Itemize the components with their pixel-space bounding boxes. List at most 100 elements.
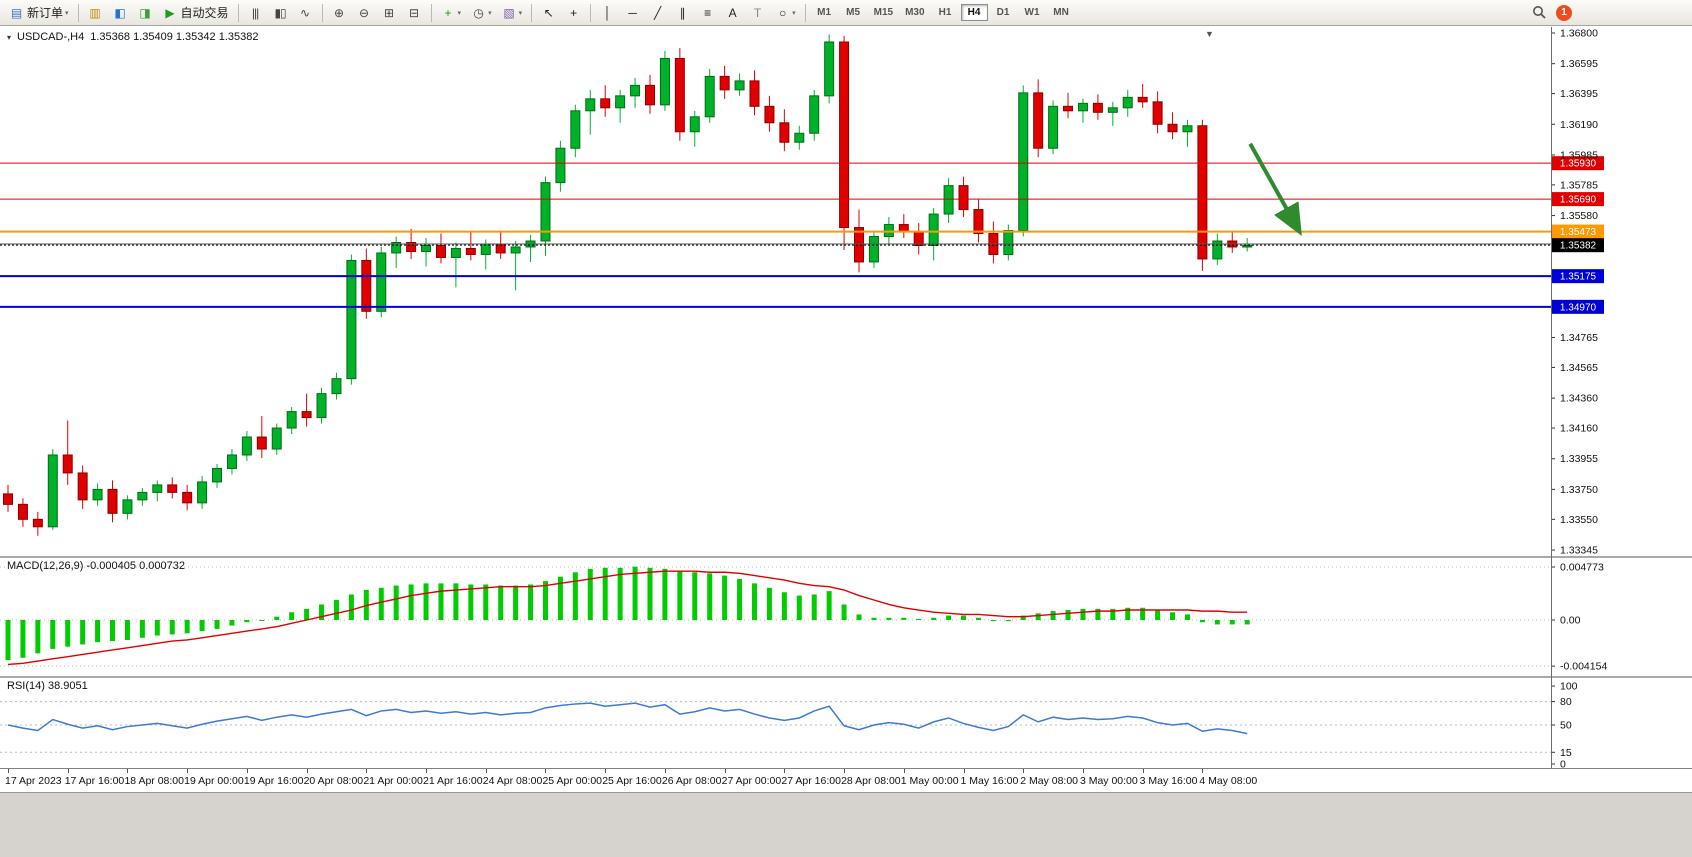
bear-candle xyxy=(32,518,43,528)
timeframe-m15-button[interactable]: M15 xyxy=(873,7,894,18)
indicators-button[interactable]: + ▾ xyxy=(437,2,466,24)
trendline-button[interactable]: ╱ xyxy=(646,2,669,24)
fibonacci-button[interactable]: ≡ xyxy=(696,2,719,24)
time-axis-tick-mark xyxy=(903,769,905,773)
macd-histogram-bar xyxy=(692,572,698,620)
macd-histogram-bar xyxy=(184,620,190,634)
price-axis-tick-label: 1.33955 xyxy=(1560,453,1598,465)
crosshair-button[interactable]: + xyxy=(562,2,585,24)
search-icon[interactable] xyxy=(1532,5,1547,20)
auto-arrange-button[interactable]: ⊟ xyxy=(403,2,426,24)
vertical-line-button[interactable]: │ xyxy=(596,2,619,24)
bull-candle xyxy=(585,98,596,112)
time-axis-tick-mark xyxy=(485,769,487,773)
bull-candle xyxy=(152,484,163,493)
macd-histogram-bar xyxy=(304,608,310,620)
dropdown-arrow-icon[interactable]: ▾ xyxy=(518,9,523,17)
macd-histogram-bar xyxy=(1110,608,1116,620)
periods-button[interactable]: ◷ ▾ xyxy=(467,2,496,24)
price-line-badge-label: 1.35382 xyxy=(1560,241,1597,252)
new-order-button[interactable]: ▤ 新订单 ▾ xyxy=(5,2,73,24)
time-axis-label: 25 Apr 00:00 xyxy=(542,775,603,787)
symbol-dropdown-icon[interactable]: ▾ xyxy=(7,32,12,42)
bull-candle xyxy=(286,411,297,429)
tile-windows-button[interactable]: ⊞ xyxy=(378,2,401,24)
price-line-badge xyxy=(1552,192,1604,207)
bull-candle xyxy=(734,80,745,91)
timeframe-m30-button[interactable]: M30 xyxy=(905,7,925,18)
timeframe-mn-button[interactable]: MN xyxy=(1053,7,1069,18)
dropdown-arrow-icon[interactable]: ▾ xyxy=(457,9,462,17)
panel-splitter[interactable] xyxy=(0,676,1692,678)
text-button[interactable]: A xyxy=(721,2,744,24)
macd-histogram-bar xyxy=(811,594,817,620)
time-axis-tick-mark xyxy=(67,769,69,773)
dropdown-arrow-icon[interactable]: ▾ xyxy=(792,9,796,17)
bear-candle xyxy=(973,209,984,235)
rsi-panel-canvas[interactable]: 100 80 50 150 xyxy=(0,678,1692,768)
bear-candle xyxy=(644,84,655,106)
zoom-out-icon: ⊖ xyxy=(359,5,370,20)
channel-button[interactable]: ∥ xyxy=(671,2,694,24)
trend-arrow-annotation[interactable] xyxy=(1248,142,1302,237)
macd-histogram-bar xyxy=(1020,615,1026,620)
bear-candle xyxy=(256,436,267,450)
bull-candle xyxy=(689,116,700,133)
price-axis-tick-label: 1.33345 xyxy=(1560,545,1598,557)
time-axis-label: 26 Apr 08:00 xyxy=(661,775,722,787)
cursor-button[interactable]: ↖ xyxy=(537,2,560,24)
bull-candle xyxy=(928,213,939,246)
bear-candle xyxy=(1197,125,1208,260)
macd-histogram-bar xyxy=(1214,620,1220,625)
charts-button[interactable]: ▥ xyxy=(84,2,107,24)
zoom-in-icon: ⊕ xyxy=(334,5,345,20)
time-axis[interactable]: 17 Apr 2023 17 Apr 16:00 18 Apr 08:00 19 Ap… xyxy=(0,768,1692,792)
bar-chart-button[interactable]: ||| xyxy=(244,2,267,24)
timeframe-h4-button[interactable]: H4 xyxy=(960,4,988,21)
macd-panel-canvas[interactable]: 0.004773 0.00 -0.004154 xyxy=(0,558,1692,676)
notification-badge[interactable]: 1 xyxy=(1556,4,1572,21)
timeframe-w1-button[interactable]: W1 xyxy=(1024,7,1040,18)
chart-shift-marker[interactable]: ▼ xyxy=(1205,29,1214,39)
shapes-button[interactable]: ○ ▾ xyxy=(771,2,800,24)
bear-candle xyxy=(749,80,760,107)
panel-splitter[interactable] xyxy=(0,556,1692,558)
bar-chart-icon: ||| xyxy=(251,5,259,20)
label-button[interactable]: T xyxy=(746,2,769,24)
market-watch-button[interactable]: ◧ xyxy=(109,2,132,24)
dropdown-arrow-icon[interactable]: ▾ xyxy=(488,9,492,17)
bull-candle xyxy=(1212,240,1223,260)
bull-candle xyxy=(241,436,252,456)
line-chart-button[interactable]: ∿ xyxy=(294,2,317,24)
time-axis-tick-mark xyxy=(1023,769,1025,773)
horizontal-line-button[interactable]: ─ xyxy=(621,2,644,24)
price-axis-tick-label: 1.35985 xyxy=(1560,149,1598,161)
price-axis-tick-label: 1.34160 xyxy=(1560,423,1598,435)
bear-candle xyxy=(674,57,685,133)
navigator-button[interactable]: ◨ xyxy=(134,2,157,24)
macd-histogram-bar xyxy=(617,567,623,620)
time-axis-label: 24 Apr 08:00 xyxy=(482,775,543,787)
timeframe-d1-button[interactable]: D1 xyxy=(996,7,1010,18)
macd-histogram-bar xyxy=(647,567,653,620)
timeframe-h1-button[interactable]: H1 xyxy=(938,7,952,18)
macd-histogram-bar xyxy=(438,583,444,620)
bull-candle xyxy=(122,499,133,514)
macd-histogram-bar xyxy=(319,604,325,620)
price-line-badge-label: 1.35690 xyxy=(1560,195,1597,206)
templates-button[interactable]: ▧ ▾ xyxy=(498,2,527,24)
dropdown-arrow-icon[interactable]: ▾ xyxy=(65,9,69,17)
zoom-out-button[interactable]: ⊖ xyxy=(353,2,376,24)
macd-histogram-bar xyxy=(975,617,981,620)
main-chart-canvas[interactable]: 1.35930 1.35690 1.35473 1.35382 1.35175 1.349… xyxy=(0,27,1692,556)
timeframe-m1-button[interactable]: M1 xyxy=(817,7,832,18)
macd-histogram-bar xyxy=(378,587,384,620)
macd-histogram-bar xyxy=(946,615,952,620)
autotrading-button[interactable]: ▶ 自动交易 xyxy=(159,2,233,24)
macd-histogram-bar xyxy=(199,620,205,632)
bear-candle xyxy=(1152,101,1163,125)
bull-candle xyxy=(883,224,894,238)
candlestick-chart-button[interactable]: ▮▯ xyxy=(269,2,292,24)
timeframe-m5-button[interactable]: M5 xyxy=(846,7,861,18)
zoom-in-button[interactable]: ⊕ xyxy=(328,2,351,24)
